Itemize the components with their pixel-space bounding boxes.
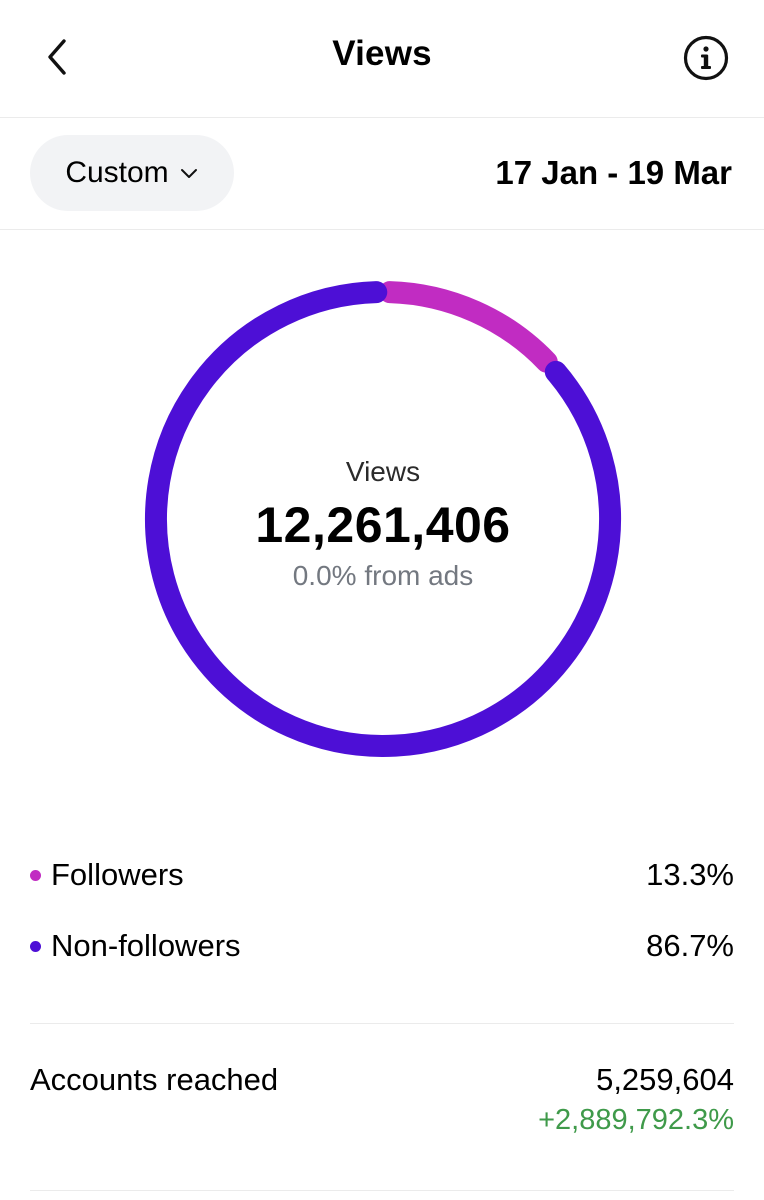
donut-center: Views 12,261,406 0.0% from ads xyxy=(142,278,624,760)
chevron-down-icon xyxy=(180,169,197,178)
non-followers-value: 86.7% xyxy=(646,928,734,963)
page-title: Views xyxy=(332,34,432,73)
info-icon xyxy=(683,35,729,81)
period-dropdown[interactable]: Custom xyxy=(30,135,234,211)
period-label: Custom xyxy=(65,156,169,189)
donut-segment-followers xyxy=(378,281,558,373)
accounts-reached-value: 5,259,604 xyxy=(596,1062,734,1097)
back-button[interactable] xyxy=(30,30,84,84)
date-range[interactable]: 17 Jan - 19 Mar xyxy=(495,154,732,191)
ads-share: 0.0% from ads xyxy=(292,560,474,591)
followers-dot xyxy=(30,869,41,881)
views-total: 12,261,406 xyxy=(255,497,511,553)
accounts-reached-label: Accounts reached xyxy=(30,1062,279,1097)
header: Views xyxy=(0,0,764,118)
section-divider xyxy=(30,1023,734,1024)
views-label: Views xyxy=(345,456,421,487)
filter-divider xyxy=(0,229,764,230)
legend-row-non-followers: Non-followers 86.7% xyxy=(30,921,734,971)
info-button[interactable] xyxy=(682,34,730,82)
legend-row-followers: Followers 13.3% xyxy=(30,850,734,900)
header-divider xyxy=(0,117,764,118)
accounts-reached-change: +2,889,792.3% xyxy=(538,1104,734,1136)
non-followers-label: Non-followers xyxy=(51,928,241,963)
bottom-divider xyxy=(30,1190,734,1191)
followers-value: 13.3% xyxy=(646,857,734,892)
followers-label: Followers xyxy=(51,857,184,892)
non-followers-dot xyxy=(30,940,41,952)
chevron-left-icon xyxy=(48,39,66,75)
donut-segment-non-followers xyxy=(145,281,621,757)
views-donut-chart xyxy=(145,281,621,757)
